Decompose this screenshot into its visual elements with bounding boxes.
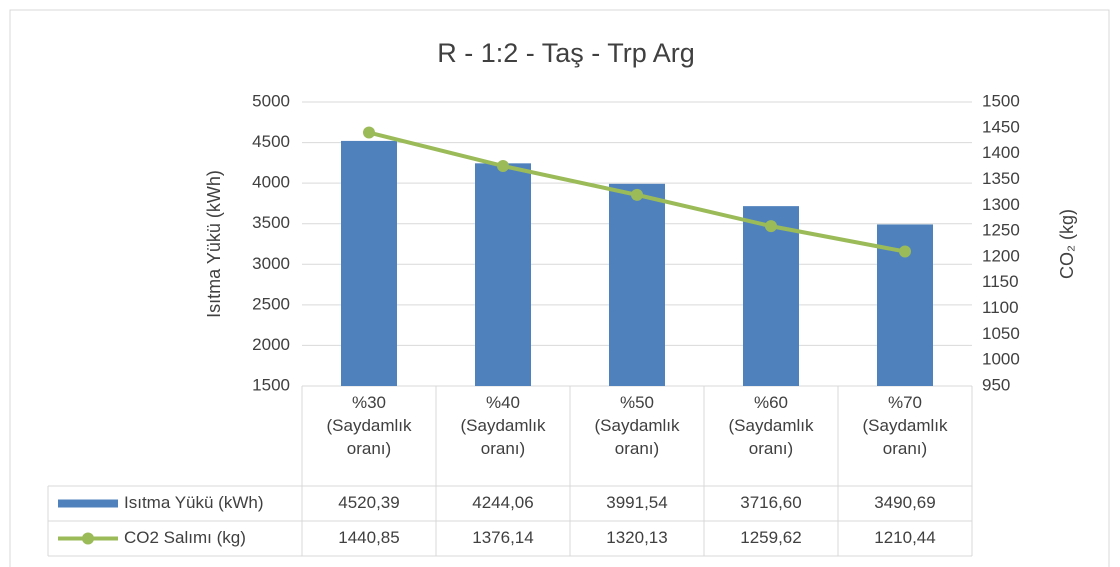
y-tick-label: 2500 <box>252 294 290 313</box>
table-value: 1259,62 <box>740 528 801 547</box>
y-tick-label: 2000 <box>252 335 290 354</box>
table-value: 1376,14 <box>472 528 533 547</box>
y-tick-label: 3500 <box>252 213 290 232</box>
legend-key <box>82 532 94 545</box>
category-label: %30 (Saydamlık oranı) <box>326 393 412 458</box>
y2-tick-label: 1500 <box>982 91 1020 110</box>
y2-tick-label: 1200 <box>982 246 1020 265</box>
category-label: %60 (Saydamlık oranı) <box>728 393 814 458</box>
legend-key <box>58 499 118 508</box>
bar <box>609 183 665 386</box>
table-value: 3490,69 <box>874 493 935 512</box>
chart-border <box>9 9 1110 567</box>
y2-tick-label: 1400 <box>982 143 1020 162</box>
table-value: 1440,85 <box>338 528 399 547</box>
legend-label: CO2 Salımı (kg) <box>124 528 246 547</box>
y2-tick-label: 950 <box>982 375 1010 394</box>
y-tick-label: 5000 <box>252 91 290 110</box>
y-tick-label: 4000 <box>252 173 290 192</box>
y2-tick-label: 1300 <box>982 195 1020 214</box>
table-value: 1210,44 <box>874 528 935 547</box>
y2-tick-label: 1350 <box>982 169 1020 188</box>
y2-tick-label: 1050 <box>982 324 1020 343</box>
y-tick-label: 1500 <box>252 375 290 394</box>
y2-tick-label: 1250 <box>982 221 1020 240</box>
y2-tick-label: 1450 <box>982 117 1020 136</box>
table-value: 4244,06 <box>472 493 533 512</box>
category-label: %70 (Saydamlık oranı) <box>862 393 948 458</box>
table-value: 3716,60 <box>740 493 801 512</box>
category-label: %50 (Saydamlık oranı) <box>594 393 680 458</box>
y2-axis-title: CO₂ (kg) <box>1057 209 1077 279</box>
bar <box>341 140 397 386</box>
line-point <box>363 126 375 139</box>
category-label: %40 (Saydamlık oranı) <box>460 393 546 458</box>
table-value: 3991,54 <box>606 493 667 512</box>
y2-tick-label: 1150 <box>982 272 1019 291</box>
bar <box>743 206 799 386</box>
table-value: 4520,39 <box>338 493 399 512</box>
table-value: 1320,13 <box>606 528 667 547</box>
y-tick-label: 3000 <box>252 254 290 273</box>
y2-tick-label: 1100 <box>982 298 1019 317</box>
line-point <box>899 245 911 258</box>
line-point <box>631 188 643 201</box>
chart-title: R - 1:2 - Taş - Trp Arg <box>437 38 695 68</box>
y-axis-title: Isıtma Yükü (kWh) <box>204 170 224 318</box>
line-point <box>765 220 777 233</box>
y2-tick-label: 1000 <box>982 350 1020 369</box>
line-point <box>497 159 509 172</box>
bar <box>475 163 531 386</box>
y-tick-label: 4500 <box>252 132 290 151</box>
legend-label: Isıtma Yükü (kWh) <box>124 493 264 512</box>
